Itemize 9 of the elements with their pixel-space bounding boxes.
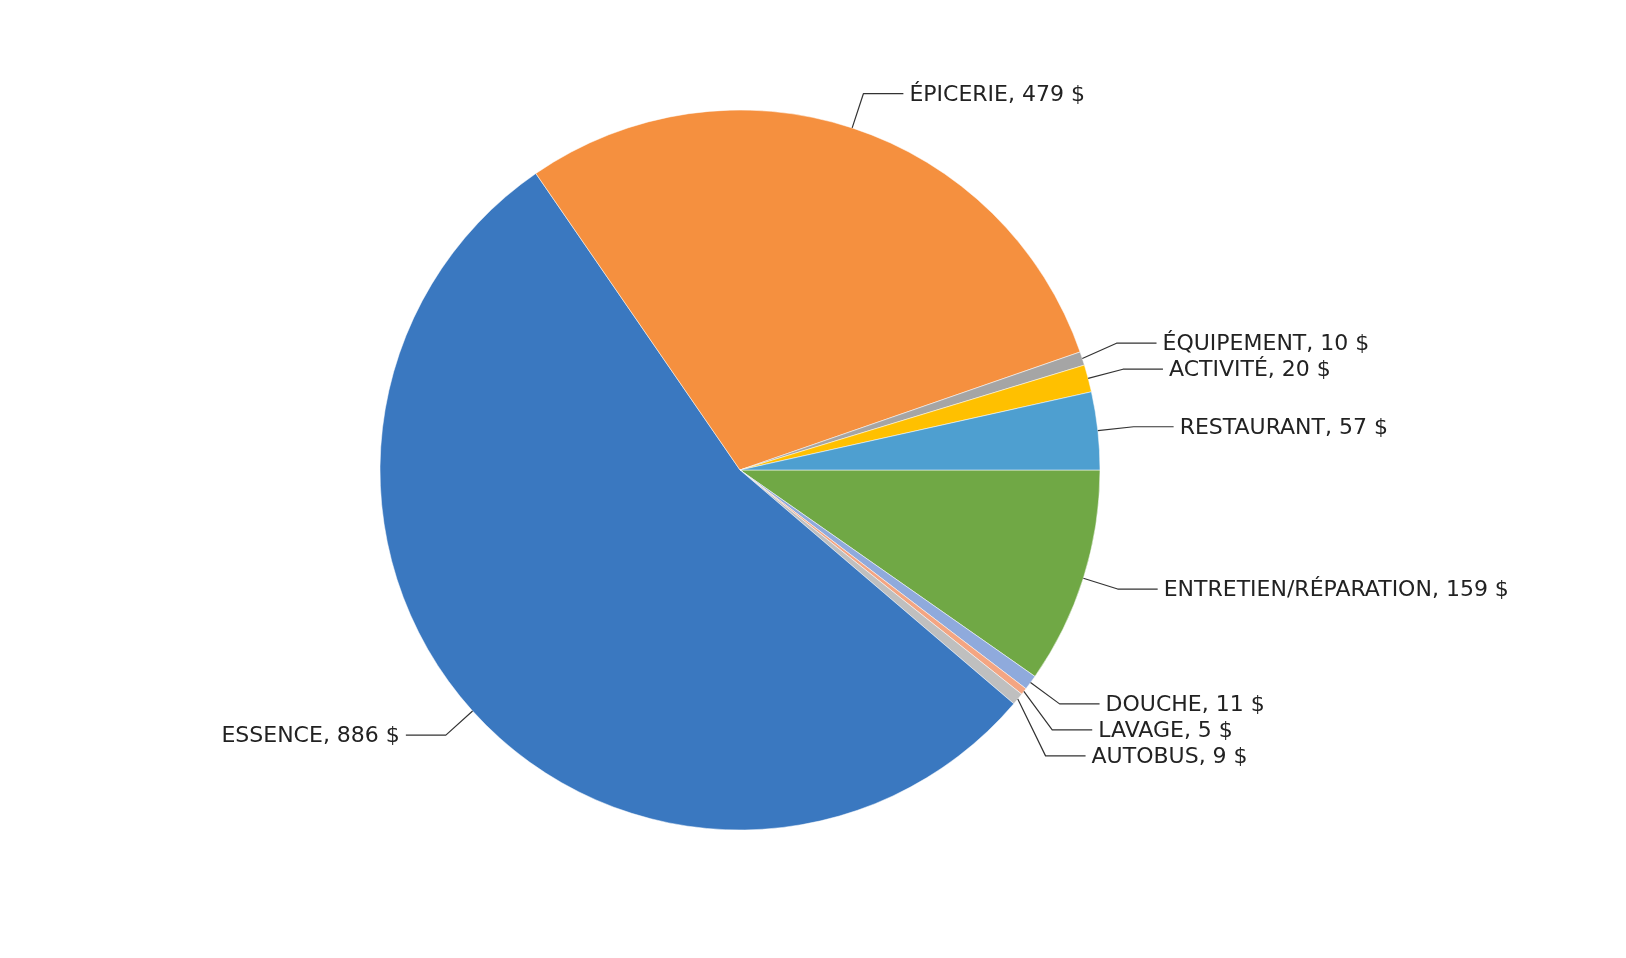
slice-label: ÉPICERIE, 479 $ [909,80,1085,106]
slice-label: ACTIVITÉ, 20 $ [1168,356,1331,382]
slice-label: DOUCHE, 11 $ [1105,690,1265,716]
slice-label: LAVAGE, 5 $ [1098,716,1233,742]
slice-label: RESTAURANT, 57 $ [1179,413,1388,439]
slice-label: ÉQUIPEMENT, 10 $ [1162,330,1370,356]
slice-label: ESSENCE, 886 $ [221,722,400,748]
slice-label: AUTOBUS, 9 $ [1091,742,1248,768]
slice-label: ENTRETIEN/RÉPARATION, 159 $ [1163,576,1509,602]
